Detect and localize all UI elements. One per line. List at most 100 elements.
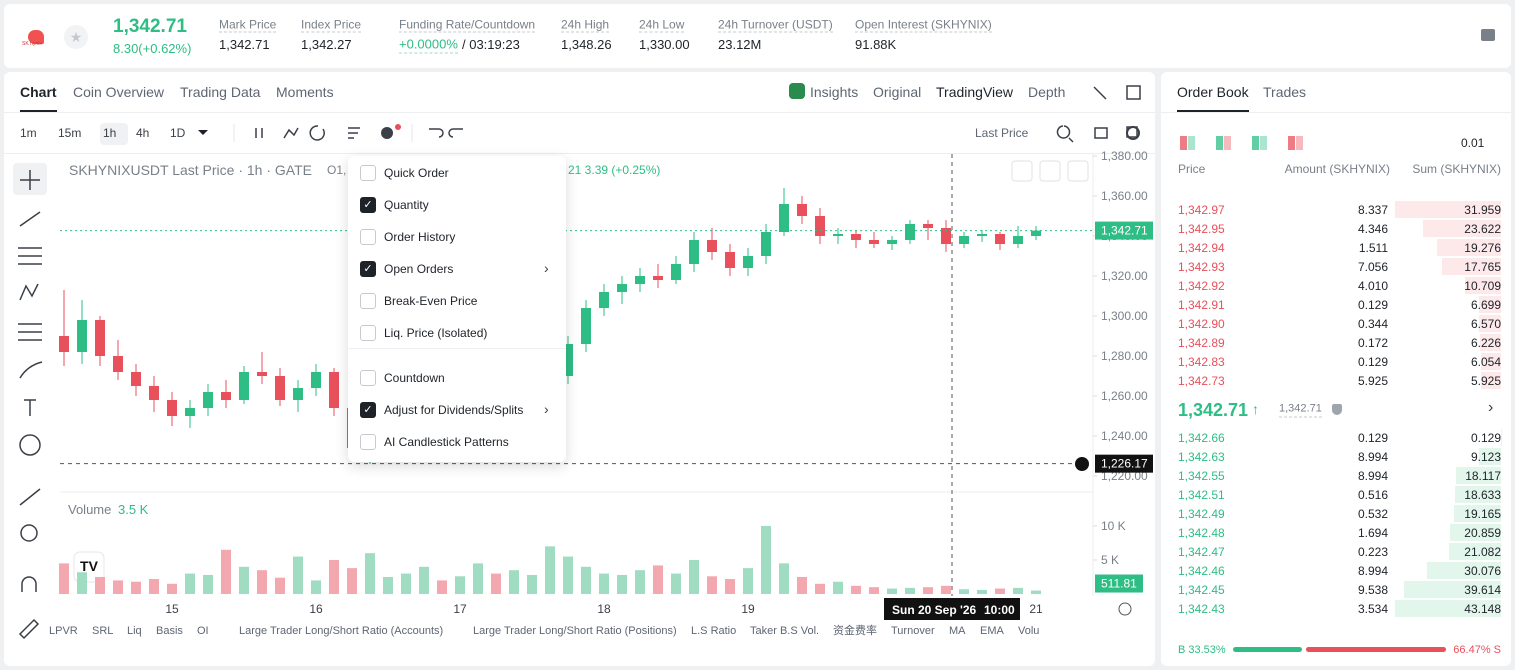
candle-body: [869, 240, 879, 244]
interval[interactable]: 4h: [136, 126, 150, 140]
depth-bar: [1427, 562, 1501, 579]
menu-item[interactable]: Open Orders: [384, 262, 454, 276]
ob-tab[interactable]: Order Book: [1177, 84, 1249, 100]
favorite-star[interactable]: ★: [64, 25, 88, 49]
indicator-tab[interactable]: Volu: [1018, 625, 1040, 637]
chart-btn[interactable]: [1011, 160, 1033, 182]
volume-bar: [77, 572, 87, 594]
indicator-tab[interactable]: 资金费率: [833, 625, 877, 637]
volume-label: Volume: [68, 502, 112, 517]
x-tick-label: 19: [741, 602, 755, 616]
ob-price: 1,342.97: [1178, 203, 1225, 217]
volume-last-label: 511.81: [1101, 577, 1137, 591]
indicator-tab[interactable]: Basis: [156, 625, 183, 637]
indicator-tab[interactable]: Liq: [127, 625, 142, 637]
checkbox[interactable]: ✓: [360, 402, 376, 418]
x-tick-label: 18: [597, 602, 611, 616]
x-tick-label: 17: [453, 602, 467, 616]
ob-amount: 3.534: [1357, 602, 1388, 616]
ob-sum: 30.076: [1464, 564, 1501, 578]
indicator-tab[interactable]: Large Trader Long/Short Ratio (Positions…: [473, 625, 677, 637]
ob-amount: 0.129: [1357, 431, 1388, 445]
volume-bar: [347, 568, 357, 594]
menu-item[interactable]: Quick Order: [384, 166, 449, 180]
candle-body: [1013, 236, 1023, 244]
chart-btn[interactable]: [1067, 160, 1089, 182]
indicator-tab[interactable]: Turnover: [891, 625, 935, 637]
checkbox[interactable]: [360, 370, 376, 386]
checkbox[interactable]: ✓: [360, 261, 376, 277]
tab[interactable]: Trading Data: [180, 84, 261, 100]
indicator-tab[interactable]: Large Trader Long/Short Ratio (Accounts): [239, 625, 444, 637]
volume-bar: [851, 585, 861, 594]
checkbox[interactable]: [360, 165, 376, 181]
menu-item[interactable]: Adjust for Dividends/Splits: [384, 403, 524, 417]
view-tab[interactable]: Depth: [1028, 84, 1066, 100]
tab[interactable]: Coin Overview: [73, 84, 165, 100]
menu-item[interactable]: AI Candlestick Patterns: [384, 435, 509, 449]
stat-label: 24h Turnover (USDT): [718, 17, 833, 33]
candle-body: [725, 252, 735, 268]
chart-btn[interactable]: [1039, 160, 1061, 182]
ob-amount: 0.532: [1357, 507, 1388, 521]
tab[interactable]: Moments: [276, 84, 334, 100]
menu-item[interactable]: Liq. Price (Isolated): [384, 326, 488, 340]
indicator-tab[interactable]: OI: [197, 625, 209, 637]
legend-ohlc: O1,: [327, 163, 347, 177]
add-icon[interactable]: [381, 127, 393, 139]
checkbox[interactable]: ✓: [360, 197, 376, 213]
volume-bar: [689, 559, 699, 594]
interval[interactable]: 1D: [170, 126, 186, 140]
menu-item[interactable]: Countdown: [384, 371, 445, 385]
indicator-tab[interactable]: LPVR: [49, 625, 78, 637]
volume-bar: [473, 563, 483, 594]
y-tick-label: 1,360.00: [1101, 189, 1148, 203]
menu-item[interactable]: Order History: [384, 230, 456, 244]
view-tab[interactable]: Insights: [810, 84, 859, 100]
interval[interactable]: 1h: [103, 126, 117, 140]
checkbox[interactable]: [360, 229, 376, 245]
interval[interactable]: 1m: [20, 126, 37, 140]
menu-item[interactable]: Quantity: [384, 198, 429, 212]
indicator-tab[interactable]: EMA: [980, 625, 1004, 637]
y-tick-label: 1,380.00: [1101, 149, 1148, 163]
drawing-tools: [18, 85, 1141, 640]
ob-sum: 21.082: [1464, 545, 1501, 559]
ob-tab[interactable]: Trades: [1263, 84, 1307, 100]
settings-icon[interactable]: [1126, 126, 1140, 140]
candle-body: [689, 240, 699, 264]
indicator-tab[interactable]: MA: [949, 625, 966, 637]
ob-amount: 8.337: [1357, 203, 1388, 217]
view-tab[interactable]: Original: [873, 84, 922, 100]
tick-size[interactable]: 0.01: [1461, 136, 1485, 150]
view-tab[interactable]: TradingView: [936, 84, 1014, 100]
plus-btn[interactable]: [1075, 457, 1089, 471]
tab[interactable]: Chart: [20, 84, 57, 100]
ob-amount: 0.516: [1357, 488, 1388, 502]
indicator-tab[interactable]: Taker B.S Vol.: [750, 625, 820, 637]
checkbox[interactable]: [360, 325, 376, 341]
volume-bar: [995, 588, 1005, 594]
menu-item[interactable]: Break-Even Price: [384, 294, 478, 308]
ob-price: 1,342.47: [1178, 545, 1225, 559]
ob-price: 1,342.73: [1178, 374, 1225, 388]
volume-bar: [905, 587, 915, 594]
checkbox[interactable]: [360, 293, 376, 309]
ob-sum: 9.123: [1470, 450, 1501, 464]
ob-sum: 23.622: [1464, 222, 1501, 236]
depth-mode: [1188, 136, 1195, 150]
settings-icon[interactable]: [1118, 602, 1132, 616]
volume-bar: [275, 577, 285, 594]
book-icon[interactable]: [1481, 29, 1495, 41]
checkbox[interactable]: [360, 434, 376, 450]
interval[interactable]: 15m: [58, 126, 82, 140]
volume-bar: [185, 573, 195, 594]
price-source[interactable]: Last Price: [975, 126, 1029, 140]
indicator-tab[interactable]: L.S Ratio: [691, 625, 737, 637]
candle-body: [977, 234, 987, 236]
indicator-tab[interactable]: SRL: [92, 625, 114, 637]
depth-bar: [1455, 486, 1501, 503]
volume-bar: [257, 570, 267, 594]
chart-panel: [4, 72, 1155, 666]
